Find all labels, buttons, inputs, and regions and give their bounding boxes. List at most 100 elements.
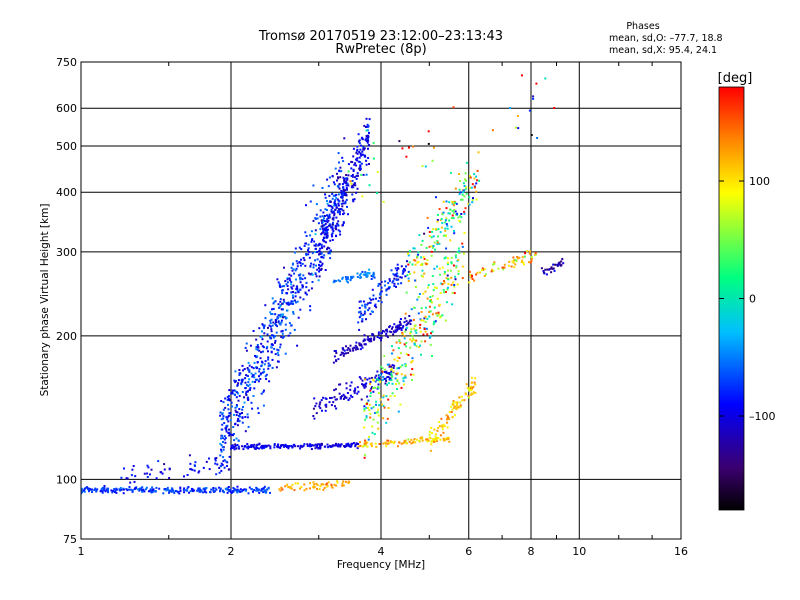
data-point xyxy=(186,474,189,476)
data-point xyxy=(326,248,328,251)
data-point xyxy=(272,307,275,310)
data-point xyxy=(346,276,349,279)
data-point xyxy=(426,259,429,262)
data-point xyxy=(264,360,267,363)
data-point xyxy=(443,281,446,284)
data-point xyxy=(398,140,401,143)
data-point xyxy=(391,326,394,329)
data-point xyxy=(263,370,266,373)
data-point xyxy=(396,388,399,390)
data-point xyxy=(112,490,115,493)
data-point xyxy=(432,323,435,326)
data-point xyxy=(149,489,151,492)
data-point xyxy=(347,347,350,349)
data-point xyxy=(471,199,474,202)
data-point xyxy=(291,269,294,272)
data-point xyxy=(335,359,337,362)
data-point xyxy=(284,328,287,331)
data-point xyxy=(333,204,336,207)
x-tick-label: 16 xyxy=(674,545,688,558)
data-point xyxy=(309,265,312,268)
data-point xyxy=(385,288,388,291)
data-point xyxy=(373,276,376,279)
data-point xyxy=(378,379,380,382)
data-point xyxy=(302,257,305,259)
data-point xyxy=(256,348,259,351)
data-point xyxy=(317,244,320,247)
data-point xyxy=(325,405,328,408)
data-point xyxy=(386,442,389,445)
data-point xyxy=(276,278,279,281)
data-point xyxy=(307,253,310,256)
data-point xyxy=(372,157,375,160)
data-point xyxy=(161,472,164,475)
data-point xyxy=(244,377,247,380)
data-point xyxy=(232,446,235,449)
data-point xyxy=(348,397,351,400)
data-point xyxy=(281,316,284,319)
data-point xyxy=(385,289,388,292)
data-point xyxy=(269,337,272,340)
data-point xyxy=(230,401,233,404)
data-point xyxy=(264,317,267,320)
data-point xyxy=(365,406,368,409)
data-point xyxy=(399,365,402,368)
data-point xyxy=(247,390,249,393)
data-point xyxy=(431,355,433,357)
data-point xyxy=(365,415,368,418)
colorbar-tick-label: 0 xyxy=(749,293,756,306)
data-point xyxy=(242,369,245,372)
data-point xyxy=(393,277,396,280)
data-point xyxy=(329,249,332,252)
data-point xyxy=(255,486,258,489)
data-point xyxy=(300,486,303,488)
data-point xyxy=(354,387,357,390)
data-point xyxy=(354,445,357,448)
data-point xyxy=(523,263,525,266)
data-point xyxy=(178,492,181,495)
data-point xyxy=(473,381,476,384)
data-point xyxy=(360,398,363,401)
data-point xyxy=(222,408,225,411)
data-point xyxy=(341,183,344,186)
data-point xyxy=(413,438,416,440)
data-point xyxy=(333,279,336,282)
data-point xyxy=(146,464,149,467)
data-point xyxy=(356,157,359,160)
data-point xyxy=(381,367,384,370)
data-point xyxy=(263,485,266,488)
data-point xyxy=(350,186,353,189)
data-point xyxy=(356,148,359,151)
data-point xyxy=(552,263,555,266)
data-point xyxy=(443,291,445,294)
data-point xyxy=(385,370,388,373)
data-point xyxy=(457,216,460,219)
data-point xyxy=(191,489,194,492)
data-point xyxy=(168,477,171,479)
data-point xyxy=(351,184,354,187)
data-point xyxy=(268,380,271,383)
data-point xyxy=(321,227,324,230)
data-point xyxy=(303,245,306,247)
data-point xyxy=(385,293,388,296)
data-point xyxy=(331,228,334,231)
data-point xyxy=(339,166,342,169)
data-point xyxy=(235,380,237,382)
data-point xyxy=(310,240,313,243)
data-point xyxy=(343,181,346,184)
data-point xyxy=(247,447,250,450)
data-point xyxy=(262,324,264,327)
data-point xyxy=(364,271,367,274)
data-point xyxy=(290,301,293,304)
data-point xyxy=(353,163,356,166)
data-point xyxy=(341,205,344,208)
data-point xyxy=(106,489,109,492)
data-point xyxy=(384,382,387,385)
data-point xyxy=(316,251,319,253)
data-point xyxy=(347,213,349,216)
data-point xyxy=(308,256,311,259)
data-point xyxy=(267,444,270,447)
x-axis-label: Frequency [MHz] xyxy=(337,559,425,571)
data-point xyxy=(238,408,241,410)
data-point xyxy=(226,487,229,490)
